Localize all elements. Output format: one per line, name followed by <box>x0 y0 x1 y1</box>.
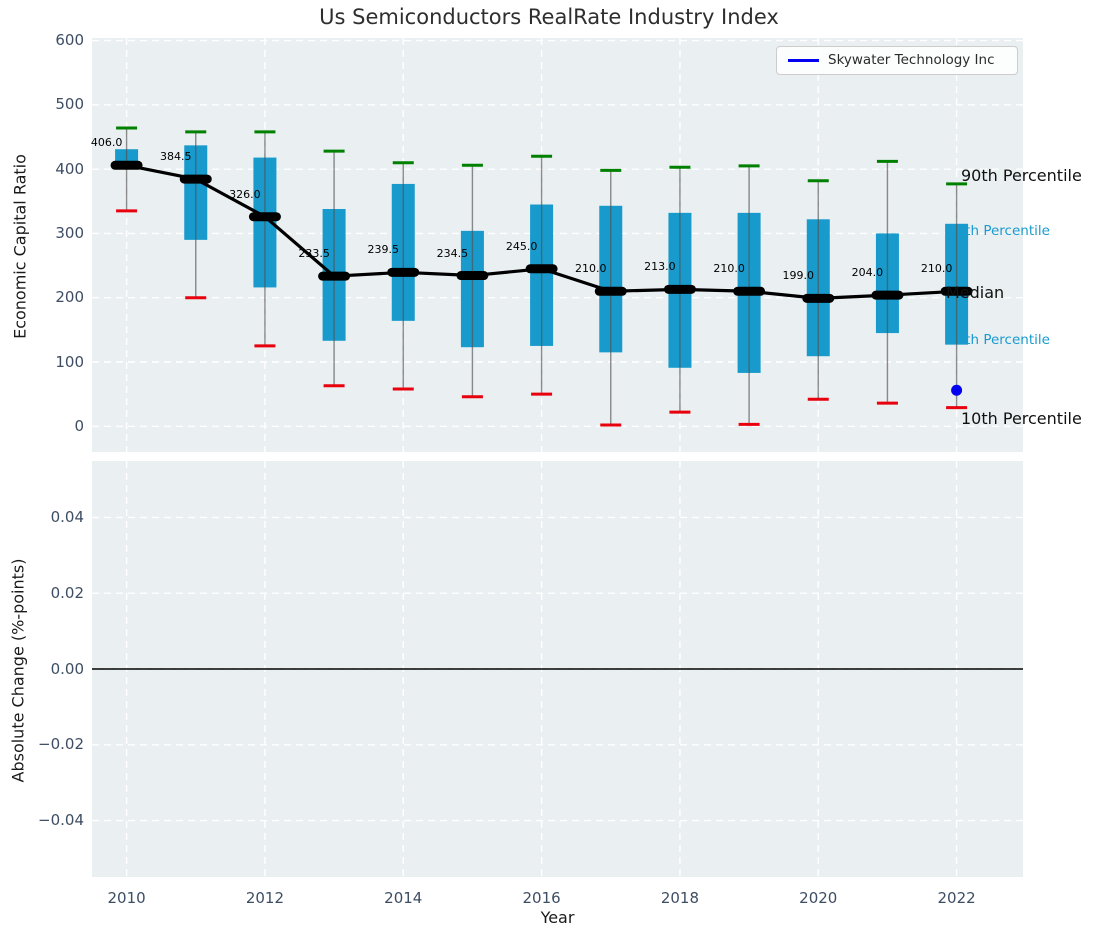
top-y-tick-label: 100 <box>55 352 84 371</box>
bottom-y-tick-label: 0.02 <box>50 583 84 602</box>
bottom-axes-background <box>92 461 1023 877</box>
median-value-label: 210.0 <box>713 262 745 276</box>
x-tick-label: 2014 <box>384 889 423 907</box>
median-value-label: 326.0 <box>229 187 261 201</box>
top-y-tick-label: 500 <box>55 95 84 114</box>
annotation-median: Median <box>946 283 1005 302</box>
chart-title: Us Semiconductors RealRate Industry Inde… <box>319 5 779 29</box>
x-tick-label: 2022 <box>937 889 976 907</box>
x-tick-label: 2012 <box>245 889 284 907</box>
median-value-label: 213.0 <box>644 260 676 274</box>
legend: Skywater Technology Inc <box>776 46 1018 75</box>
legend-label: Skywater Technology Inc <box>828 52 995 68</box>
top-y-tick-label: 0 <box>74 416 84 435</box>
legend-line-swatch <box>788 59 819 62</box>
annotation-10th-percentile: 10th Percentile <box>961 409 1082 428</box>
annotation-90th-percentile: 90th Percentile <box>961 166 1082 185</box>
median-value-label: 239.5 <box>367 243 400 257</box>
bottom-y-tick-label: 0.04 <box>50 507 84 526</box>
median-value-label: 384.5 <box>160 150 192 164</box>
annotation-25th-percentile: 25th Percentile <box>948 332 1050 348</box>
top-axes-background <box>92 38 1023 452</box>
top-y-tick-label: 200 <box>55 288 84 307</box>
median-value-label: 234.5 <box>436 246 469 260</box>
top-y-tick-label: 300 <box>55 223 84 242</box>
median-value-label: 233.5 <box>298 247 330 261</box>
top-y-tick-label: 400 <box>55 159 84 178</box>
x-axis-label: Year <box>540 908 575 927</box>
median-value-label: 204.0 <box>851 266 884 280</box>
bottom-y-tick-label: 0.00 <box>50 659 84 678</box>
median-value-label: 210.0 <box>920 262 953 276</box>
median-value-label: 210.0 <box>575 262 607 276</box>
x-tick-label: 2020 <box>799 889 838 907</box>
x-tick-label: 2018 <box>660 889 700 907</box>
x-tick-label: 2016 <box>522 889 561 907</box>
median-value-label: 199.0 <box>782 269 815 283</box>
bottom-y-tick-label: −0.02 <box>38 735 84 754</box>
top-y-tick-label: 600 <box>55 31 84 50</box>
median-value-label: 406.0 <box>90 136 123 150</box>
annotation-75th-percentile: 75th Percentile <box>948 223 1050 239</box>
bottom-y-tick-label: −0.04 <box>38 811 84 830</box>
x-tick-label: 2010 <box>107 889 146 907</box>
median-value-label: 245.0 <box>505 239 538 253</box>
